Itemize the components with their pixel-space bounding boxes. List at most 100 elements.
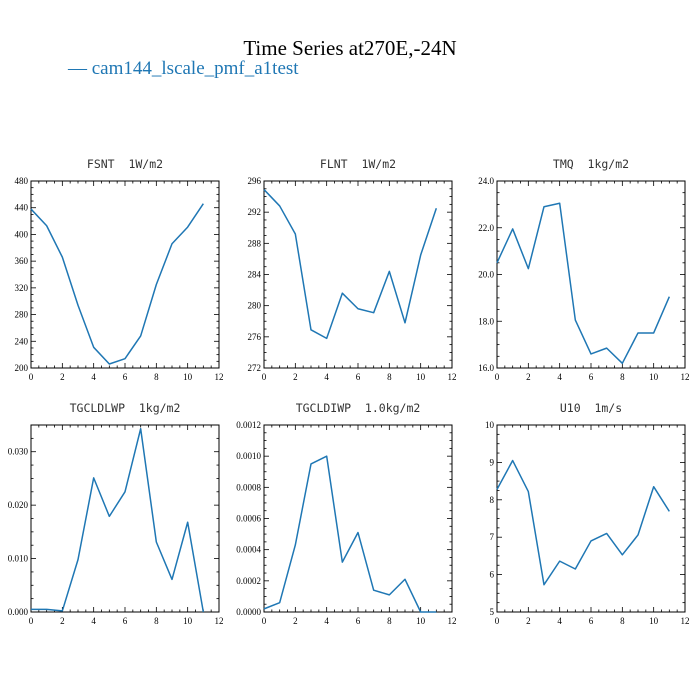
y-tick-label: 200: [15, 363, 29, 373]
x-tick-label: 8: [387, 372, 392, 382]
series-line: [31, 427, 205, 613]
series-line: [30, 203, 204, 365]
y-tick-label: 480: [15, 176, 29, 186]
panel-title: FLNT 1W/m2: [320, 157, 396, 171]
x-tick-label: 10: [183, 372, 193, 382]
legend-entry: — cam144_lscale_pmf_a1test: [68, 58, 299, 79]
x-tick-label: 0: [495, 616, 500, 626]
y-tick-label: 20.0: [478, 270, 494, 280]
y-tick-label: 296: [248, 176, 262, 186]
plot-frame: [30, 424, 220, 613]
x-tick-label: 6: [356, 616, 361, 626]
plot-frame: [263, 424, 453, 613]
y-tick-label: 280: [248, 301, 262, 311]
series-line: [496, 202, 671, 365]
y-tick-label: 8: [490, 495, 495, 505]
plot-frame: [30, 180, 220, 369]
x-tick-label: 12: [215, 616, 224, 626]
y-tick-label: 0.030: [8, 447, 29, 457]
y-tick-label: 7: [490, 532, 495, 542]
y-tick-label: 18.0: [478, 316, 494, 326]
chart-panel-6: U10 1m/s 0 2 4 6 8 10 12 5 6 7 8 9 10: [485, 401, 690, 626]
x-tick-label: 8: [154, 616, 159, 626]
y-tick-label: 240: [15, 336, 29, 346]
x-tick-label: 0: [29, 372, 34, 382]
x-tick-label: 12: [448, 372, 457, 382]
chart-panel-5: TGCLDIWP 1.0kg/m2 0 2 4 6 8 10 12 0.0000 0.0002 0.…: [236, 401, 456, 626]
plot-frame: [496, 424, 686, 613]
plot-frame: [263, 180, 453, 369]
x-tick-label: 12: [681, 372, 690, 382]
x-tick-label: 12: [215, 372, 224, 382]
x-tick-label: 6: [123, 616, 128, 626]
x-tick-label: 12: [681, 616, 690, 626]
x-tick-label: 4: [557, 616, 562, 626]
y-tick-label: 280: [15, 310, 29, 320]
chart-panel-2: FLNT 1W/m2 0 2 4 6 8 10 12 272 276 280 284 288 292 296: [248, 157, 457, 382]
x-tick-label: 10: [416, 372, 426, 382]
x-tick-label: 0: [29, 616, 34, 626]
x-tick-label: 6: [123, 372, 128, 382]
x-tick-label: 8: [620, 616, 625, 626]
y-tick-label: 292: [248, 207, 262, 217]
y-tick-label: 0.0012: [236, 420, 261, 430]
panel-title: TGCLDLWP 1kg/m2: [70, 401, 181, 415]
x-tick-label: 10: [649, 372, 659, 382]
x-tick-label: 0: [495, 372, 500, 382]
y-tick-label: 272: [248, 363, 262, 373]
x-tick-label: 6: [589, 616, 594, 626]
x-tick-label: 0: [262, 372, 267, 382]
x-tick-label: 2: [526, 372, 531, 382]
y-tick-label: 0.0004: [236, 545, 261, 555]
y-tick-label: 5: [490, 607, 495, 617]
panel-title: TMQ 1kg/m2: [553, 157, 629, 171]
y-tick-label: 9: [490, 457, 495, 467]
y-tick-label: 0.000: [8, 607, 29, 617]
x-tick-label: 10: [416, 616, 426, 626]
y-tick-label: 400: [15, 229, 29, 239]
y-tick-label: 0.010: [8, 554, 29, 564]
y-tick-label: 10: [485, 420, 495, 430]
y-tick-label: 284: [248, 270, 262, 280]
x-tick-label: 0: [262, 616, 267, 626]
x-tick-label: 2: [293, 372, 298, 382]
x-tick-label: 2: [293, 616, 298, 626]
chart-panel-1: FSNT 1W/m2 0 2 4 6 8 10 12 200 240 280 320 360 400 440…: [15, 157, 224, 382]
y-tick-label: 276: [248, 332, 262, 342]
y-tick-label: 0.0010: [236, 451, 261, 461]
x-tick-label: 2: [60, 372, 65, 382]
chart-panel-3: TMQ 1kg/m2 0 2 4 6 8 10 12 16.0 18.0 20.0 22.0 24.0: [478, 157, 689, 382]
series-line: [263, 189, 438, 340]
x-tick-label: 2: [526, 616, 531, 626]
x-tick-label: 6: [356, 372, 361, 382]
panel-title: U10 1m/s: [560, 401, 622, 415]
x-tick-label: 4: [324, 372, 329, 382]
y-tick-label: 320: [15, 283, 29, 293]
y-tick-label: 360: [15, 256, 29, 266]
series-line: [496, 459, 670, 586]
y-tick-label: 16.0: [478, 363, 494, 373]
y-tick-label: 0.0008: [236, 482, 261, 492]
y-tick-label: 22.0: [478, 223, 494, 233]
y-tick-label: 0.0002: [236, 576, 261, 586]
plot-frame: [496, 180, 686, 369]
y-tick-label: 6: [490, 570, 495, 580]
x-tick-label: 4: [91, 372, 96, 382]
x-tick-label: 8: [620, 372, 625, 382]
x-tick-label: 6: [589, 372, 594, 382]
panel-title: FSNT 1W/m2: [87, 157, 163, 171]
x-tick-label: 4: [557, 372, 562, 382]
y-tick-label: 0.0006: [236, 514, 261, 524]
x-tick-label: 8: [387, 616, 392, 626]
x-tick-label: 12: [448, 616, 457, 626]
series-line: [263, 455, 437, 613]
y-tick-label: 0.020: [8, 500, 29, 510]
x-tick-label: 4: [91, 616, 96, 626]
page-title: Time Series at270E,-24N: [243, 36, 457, 60]
x-tick-label: 2: [60, 616, 65, 626]
panel-title: TGCLDIWP 1.0kg/m2: [296, 401, 421, 415]
x-tick-label: 4: [324, 616, 329, 626]
y-tick-label: 288: [248, 238, 262, 248]
x-tick-label: 10: [183, 616, 193, 626]
